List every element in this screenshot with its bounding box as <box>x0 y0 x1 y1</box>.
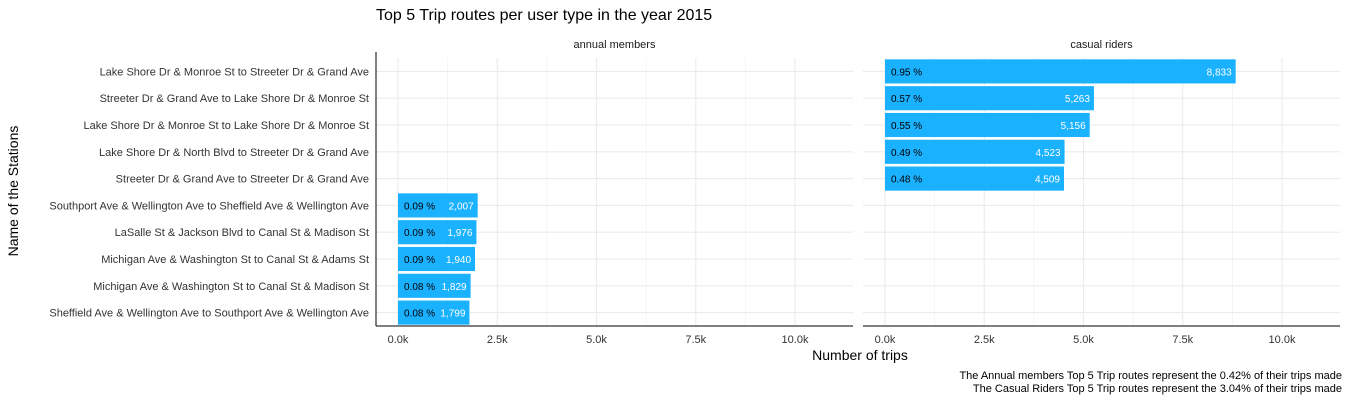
bar-value-label: 4,509 <box>1035 175 1060 186</box>
bar-value-label: 1,940 <box>446 255 471 266</box>
y-tick-label: Sheffield Ave & Wellington Ave to Southp… <box>49 308 369 320</box>
bar-pct-label: 0.57 % <box>891 94 922 105</box>
y-tick-label: Michigan Ave & Washington St to Canal St… <box>93 281 369 293</box>
bar-pct-label: 0.55 % <box>891 121 922 132</box>
x-tick-label: 0.0k <box>388 334 409 346</box>
y-tick-label: Streeter Dr & Grand Ave to Streeter Dr &… <box>116 174 369 186</box>
bar <box>398 300 470 325</box>
x-tick-label: 10.0k <box>782 334 809 346</box>
bar <box>885 139 1065 164</box>
x-tick-label: 5.0k <box>586 334 607 346</box>
bar-value-label: 4,523 <box>1036 148 1061 159</box>
y-tick-label: Streeter Dr & Grand Ave to Lake Shore Dr… <box>100 93 369 105</box>
bar <box>885 86 1094 111</box>
y-tick-label: LaSalle St & Jackson Blvd to Canal St & … <box>115 227 369 239</box>
y-tick-label: Southport Ave & Wellington Ave to Sheffi… <box>49 200 369 212</box>
chart-title: Top 5 Trip routes per user type in the y… <box>376 7 712 24</box>
y-axis-title: Name of the Stations <box>5 126 21 257</box>
bar <box>398 246 476 272</box>
x-axis-title: Number of trips <box>812 347 908 363</box>
y-tick-label: Lake Shore Dr & Monroe St to Streeter Dr… <box>100 66 369 78</box>
x-tick-label: 10.0k <box>1269 334 1296 346</box>
bar-pct-label: 0.95 % <box>891 67 922 78</box>
y-tick-label: Lake Shore Dr & North Blvd to Streeter D… <box>99 147 369 159</box>
bar-pct-label: 0.49 % <box>891 148 922 159</box>
bar-pct-label: 0.08 % <box>404 282 435 293</box>
bar-value-label: 1,799 <box>440 309 465 320</box>
y-tick-label: Lake Shore Dr & Monroe St to Lake Shore … <box>83 120 369 132</box>
x-tick-label: 0.0k <box>875 334 896 346</box>
bar <box>885 166 1065 191</box>
x-tick-label: 2.5k <box>487 334 508 346</box>
bar-value-label: 2,007 <box>449 201 474 212</box>
caption-casual: The Casual Riders Top 5 Trip routes repr… <box>973 383 1342 395</box>
bar <box>398 193 478 218</box>
bar-value-label: 1,976 <box>447 228 472 239</box>
bar-value-label: 8,833 <box>1207 67 1232 78</box>
bar-pct-label: 0.09 % <box>404 228 435 239</box>
bar <box>398 273 471 298</box>
bar-value-label: 1,829 <box>442 282 467 293</box>
x-tick-label: 7.5k <box>685 334 706 346</box>
caption-annual: The Annual members Top 5 Trip routes rep… <box>959 370 1342 382</box>
bar <box>398 220 477 245</box>
bar-pct-label: 0.48 % <box>891 175 922 186</box>
bar-value-label: 5,156 <box>1061 121 1086 132</box>
bar-value-label: 5,263 <box>1065 94 1090 105</box>
bar-pct-label: 0.09 % <box>404 255 435 266</box>
x-tick-label: 2.5k <box>974 334 995 346</box>
plot-area: Lake Shore Dr & Monroe St to Streeter Dr… <box>49 39 1340 346</box>
x-tick-label: 5.0k <box>1073 334 1094 346</box>
panel-strip-label: annual members <box>574 39 656 51</box>
y-tick-label: Michigan Ave & Washington St to Canal St… <box>101 254 369 266</box>
panel-strip-label: casual riders <box>1070 39 1133 51</box>
x-tick-label: 7.5k <box>1172 334 1193 346</box>
bar-pct-label: 0.09 % <box>404 201 435 212</box>
bar <box>885 112 1090 138</box>
bar-pct-label: 0.08 % <box>404 309 435 320</box>
bar <box>885 59 1236 84</box>
